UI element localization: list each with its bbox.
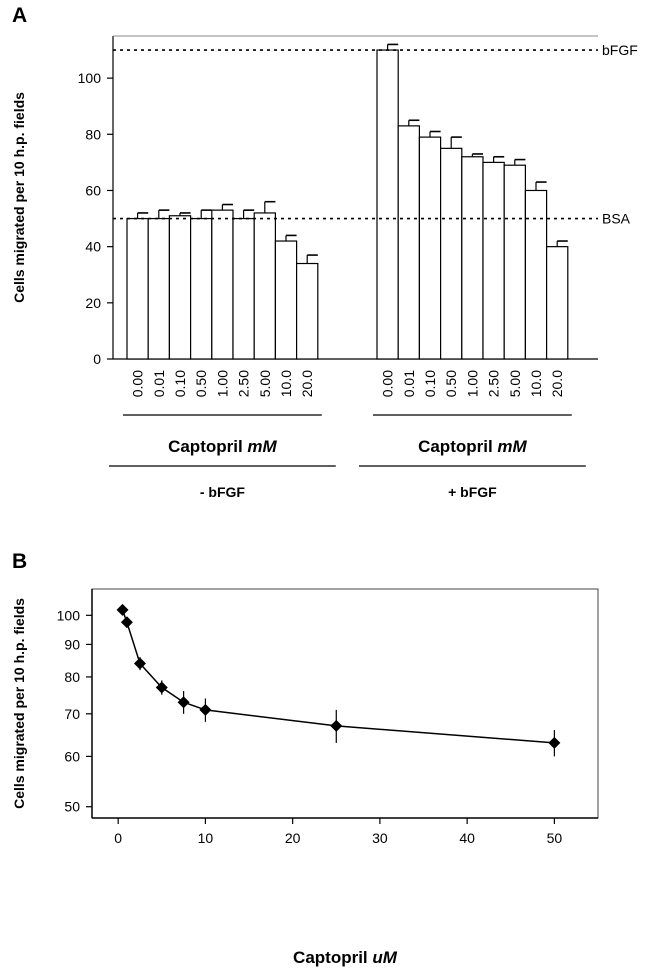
panel-b-x-tick-label: 10 — [198, 830, 214, 846]
panel-b-label: B — [12, 550, 27, 573]
panel-b-data-point — [199, 703, 212, 716]
panel-a-group-title: Captopril mM — [168, 437, 277, 456]
panel-a-category-label: 1.00 — [464, 370, 480, 397]
panel-b-data-point — [133, 657, 146, 670]
panel-a-y-axis-title: Cells migrated per 10 h.p. fields — [11, 92, 27, 303]
panel-b-data-point — [116, 603, 129, 616]
panel-b-x-tick-label: 20 — [285, 830, 301, 846]
panel-a-bar — [461, 156, 484, 360]
panel-b-x-axis-title-text: Captopril — [293, 948, 372, 967]
panel-a-condition-label: - bFGF — [200, 484, 246, 500]
panel-b-data-point — [330, 719, 343, 732]
panel-a-category-label: 2.50 — [236, 370, 252, 397]
panel-b-x-tick-label: 30 — [372, 830, 388, 846]
panel-a-reference-label: BSA — [602, 211, 631, 227]
panel-b: B Cells migrated per 10 h.p. fields Capt… — [11, 550, 599, 967]
panel-a-bar — [232, 217, 255, 360]
panel-b-x-tick-label: 0 — [114, 830, 122, 846]
panel-b-x-axis-title: Captopril uM — [293, 948, 398, 967]
panel-a-bar — [126, 217, 149, 360]
panel-a-bar — [376, 49, 399, 360]
panel-a-bar — [147, 217, 170, 360]
panel-a-bar — [524, 189, 548, 360]
panel-a-bar — [274, 240, 298, 360]
panel-b-data-point — [177, 696, 190, 709]
panel-a-category-label: 1.00 — [214, 370, 230, 397]
panel-a-bar — [503, 164, 527, 360]
panel-a-bar — [397, 125, 421, 360]
panel-a-label: A — [12, 4, 27, 27]
panel-a-y-tick-label: 100 — [78, 70, 102, 86]
panel-a-group-title-text: Captopril — [418, 437, 497, 456]
panel-a: A Cells migrated per 10 h.p. fields 0 20 4… — [11, 4, 638, 500]
panel-a-category-label: 0.00 — [130, 370, 146, 397]
panel-a-y-tick-label: 0 — [93, 351, 101, 367]
panel-b-y-tick-label: 80 — [64, 669, 80, 685]
panel-a-category-label: 0.10 — [422, 370, 438, 397]
panel-a-y-tick-label: 60 — [85, 182, 101, 198]
panel-a-category-label: 5.00 — [257, 370, 273, 397]
panel-a-y-tick-label: 20 — [85, 295, 101, 311]
panel-b-plot-frame — [91, 588, 599, 819]
panel-b-y-axis-title: Cells migrated per 10 h.p. fields — [11, 598, 27, 809]
panel-a-bar — [211, 209, 234, 360]
panel-a-y-tick-label: 80 — [85, 126, 101, 142]
panel-b-series-line — [121, 609, 555, 744]
panel-a-reference-label: bFGF — [602, 42, 638, 58]
panel-b-x-tick-label: 50 — [547, 830, 563, 846]
panel-a-category-label: 20.0 — [549, 370, 565, 397]
panel-a-bar — [482, 161, 505, 360]
panel-a-group-title: Captopril mM — [418, 437, 527, 456]
panel-b-data-point — [120, 616, 133, 629]
panel-a-bar — [253, 212, 276, 360]
panel-a-category-label: 0.50 — [193, 370, 209, 397]
panel-a-bar — [296, 262, 319, 360]
panel-b-y-tick-label: 70 — [64, 706, 80, 722]
panel-a-category-label: 5.00 — [507, 370, 523, 397]
panel-b-x-tick-label: 40 — [459, 830, 475, 846]
panel-a-group-title-unit: mM — [247, 437, 277, 456]
panel-a-bar — [168, 215, 192, 360]
panel-a-bar — [440, 147, 463, 360]
panel-a-bar — [418, 136, 442, 360]
panel-a-y-tick-label: 40 — [85, 239, 101, 255]
panel-a-condition-label: + bFGF — [448, 484, 497, 500]
panel-b-data-point — [548, 736, 561, 749]
panel-b-x-axis-unit: uM — [372, 948, 397, 967]
panel-a-category-label: 0.01 — [401, 370, 417, 397]
panel-a-category-label: 0.50 — [443, 370, 459, 397]
panel-a-bar — [545, 246, 569, 360]
panel-b-y-tick-label: 90 — [64, 636, 80, 652]
panel-b-data-point — [155, 681, 168, 694]
panel-b-y-tick-label: 50 — [64, 799, 80, 815]
panel-a-category-label: 2.50 — [486, 370, 502, 397]
panel-a-category-label: 0.10 — [172, 370, 188, 397]
panel-a-category-label: 0.01 — [151, 370, 167, 397]
panel-b-y-tick-label: 60 — [64, 748, 80, 764]
panel-a-category-label: 20.0 — [299, 370, 315, 397]
panel-b-y-tick-label: 100 — [57, 607, 81, 623]
panel-a-bar — [190, 217, 213, 360]
panel-a-group-title-unit: mM — [497, 437, 527, 456]
panel-a-category-label: 10.0 — [528, 370, 544, 397]
panel-a-group-title-text: Captopril — [168, 437, 247, 456]
panel-a-category-label: 10.0 — [278, 370, 294, 397]
panel-a-category-label: 0.00 — [380, 370, 396, 397]
